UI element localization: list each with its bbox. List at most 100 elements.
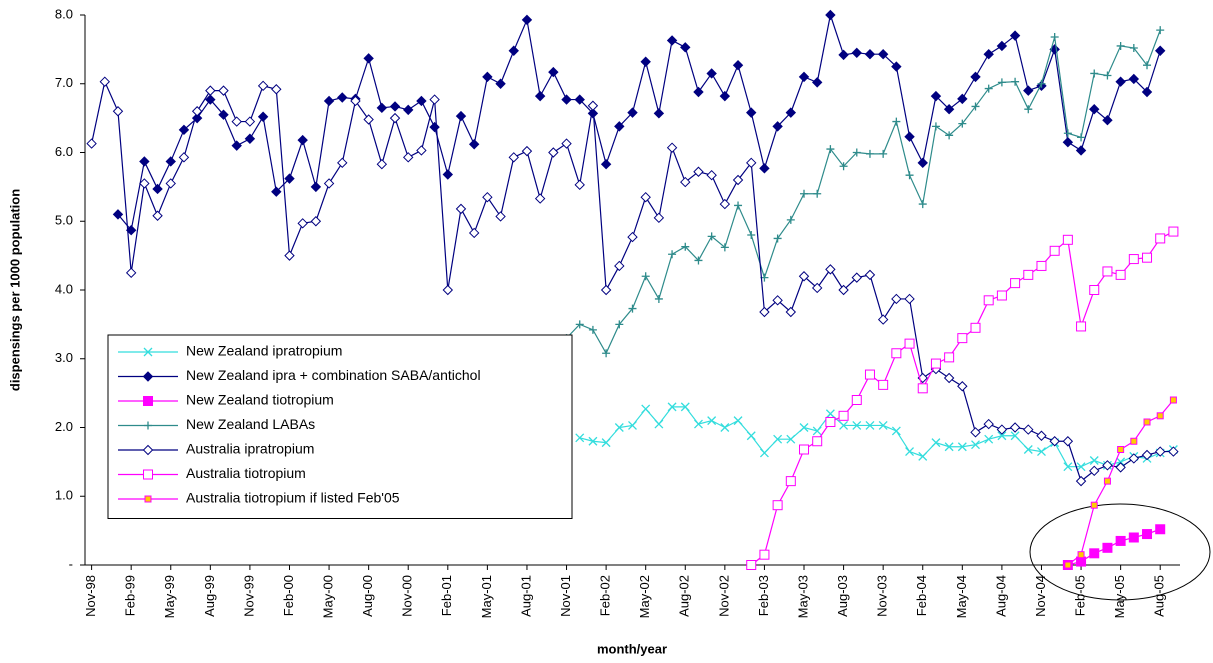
marker [891,61,902,72]
x-tick-label: Nov-02 [716,575,731,617]
x-tick-label: Aug-02 [677,575,692,617]
marker [495,211,506,222]
marker [144,495,152,503]
marker [719,90,731,102]
marker [694,256,703,265]
marker [1011,77,1020,86]
marker [1116,457,1126,467]
x-tick-label: Feb-04 [914,575,929,616]
x-tick-label: May-00 [321,575,336,618]
marker [693,86,704,98]
marker [165,156,176,167]
marker [813,189,822,198]
marker [799,423,809,432]
marker [653,212,665,224]
marker [1090,69,1099,78]
marker [143,396,153,406]
marker [600,284,612,296]
marker [1130,437,1138,445]
x-tick-label: Nov-99 [241,575,256,617]
marker [747,231,756,239]
marker [851,272,862,283]
legend-label: New Zealand tiotropium [186,392,334,408]
marker [455,110,467,122]
marker [482,71,493,83]
marker [389,101,401,112]
x-tick-label: Feb-00 [281,575,296,616]
marker [892,117,901,126]
marker [798,71,810,83]
marker [772,295,783,306]
marker [143,347,153,357]
marker [918,451,928,461]
marker [495,78,506,89]
marker [231,140,242,151]
x-tick-label: Feb-02 [598,575,613,616]
marker [561,94,572,105]
marker [1010,278,1021,289]
marker [825,264,836,275]
marker [773,434,783,444]
marker [640,56,651,67]
marker [1155,446,1166,457]
marker [178,152,190,163]
marker [719,198,731,210]
marker [640,191,651,203]
marker [680,402,690,412]
marker [1076,462,1086,472]
y-tick-label: 6.0 [55,144,73,159]
marker [442,284,454,296]
x-tick-label: Aug-01 [518,575,533,617]
marker [1117,446,1125,453]
marker [944,352,955,363]
x-tick-label: May-04 [954,575,969,618]
y-tick-label: 7.0 [55,75,73,90]
marker [178,124,190,136]
marker [218,85,229,96]
marker [864,369,875,380]
marker [165,178,176,189]
marker [143,469,153,480]
marker [1168,446,1179,457]
marker [1141,449,1153,461]
marker [812,426,822,436]
marker [864,48,876,60]
marker [878,379,889,390]
marker [851,395,862,405]
marker [904,293,915,305]
x-tick-label: May-03 [795,575,810,618]
marker [904,338,915,349]
marker [627,231,638,243]
marker [337,157,348,169]
marker [376,158,388,170]
marker [930,90,942,102]
marker [144,421,152,430]
marker [865,420,875,430]
marker [310,216,322,227]
marker [1169,396,1177,404]
x-tick-label: Nov-00 [400,575,415,617]
marker [1077,551,1085,559]
marker [112,209,124,220]
marker [1076,321,1087,332]
series-line [566,29,1161,355]
marker [363,53,374,64]
marker [1023,85,1034,96]
marker [838,410,849,421]
marker [614,260,625,272]
marker [1023,269,1034,280]
marker [681,242,690,251]
marker [534,90,546,102]
marker [905,447,915,457]
marker [508,152,519,163]
marker [984,84,993,93]
marker [1102,542,1113,553]
y-tick-label: 1.0 [55,488,73,503]
marker [1077,133,1086,142]
marker [152,210,163,221]
marker [641,272,650,281]
marker [1156,412,1164,420]
marker [996,40,1008,52]
marker [918,200,927,209]
marker [996,290,1007,301]
